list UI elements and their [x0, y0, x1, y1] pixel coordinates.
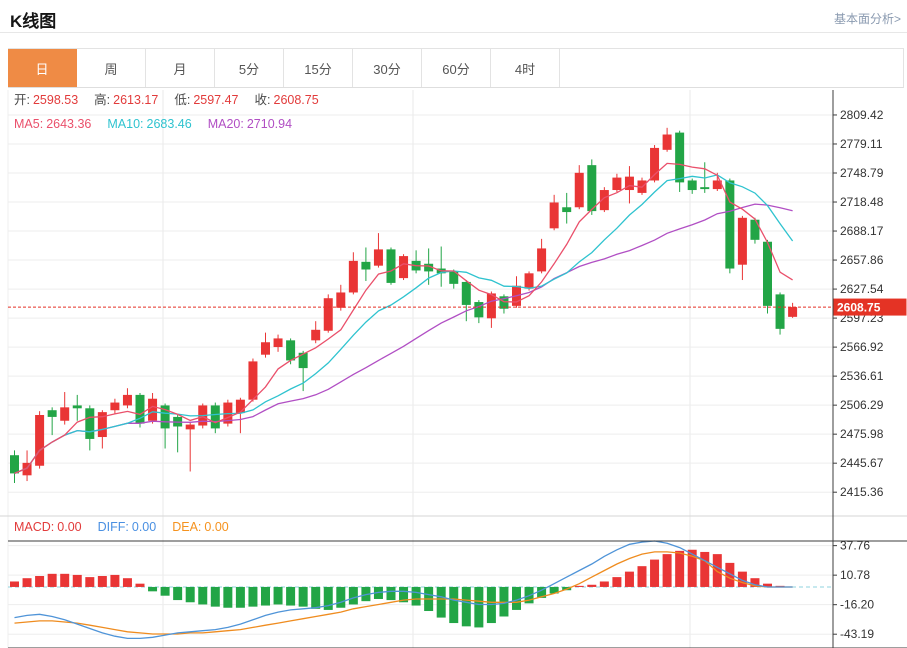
- y-axis-labels: 2809.42 2779.11 2748.79 2718.48 2688.17 2657.…: [833, 108, 884, 641]
- macd-2-value: 0.00: [204, 520, 229, 534]
- tab-周[interactable]: 周: [77, 49, 146, 87]
- period-tabbar: 日周月 5分 15分 30分 60分 4时: [8, 48, 904, 88]
- diff-line: [14, 540, 793, 640]
- tabbar-spacer: [560, 49, 903, 87]
- axis-label-2627.54: 2627.54: [840, 282, 884, 296]
- ma10-line: [14, 174, 794, 474]
- ma-2-value: 2710.94: [246, 117, 293, 131]
- ma-2-label: MA20:: [207, 117, 244, 131]
- ohlc-0: 开: 2598.53: [14, 93, 78, 108]
- axis-label-2779.11: 2779.11: [840, 137, 883, 151]
- macd-1: DIFF: 0.00: [98, 520, 157, 535]
- tab-月[interactable]: 月: [146, 49, 215, 87]
- axis-label-2688.17: 2688.17: [840, 224, 884, 238]
- tab-5分[interactable]: 5分: [215, 49, 284, 87]
- ohlc-1-label: 高:: [94, 93, 111, 107]
- ma-1-value: 2683.46: [146, 117, 192, 131]
- axis-label-10.78: 10.78: [840, 568, 870, 582]
- ma-info-row: MA5: 2643.36 MA10: 2683.46 MA20: 2710.94: [14, 117, 292, 132]
- dea-line: [14, 551, 793, 635]
- ohlc-1: 高: 2613.17: [94, 93, 158, 108]
- page-title: K线图: [10, 12, 57, 31]
- chart-frame: [0, 90, 907, 648]
- ma-0: MA5: 2643.36: [14, 117, 91, 132]
- axis-label-2536.61: 2536.61: [840, 369, 884, 383]
- tab-60分[interactable]: 60分: [422, 49, 491, 87]
- kline-chart-canvas[interactable]: 2809.42 2779.11 2748.79 2718.48 2688.17 2657.…: [0, 86, 907, 648]
- ma5-line: [14, 162, 793, 474]
- ohlc-0-label: 开:: [14, 93, 30, 107]
- tab-15分[interactable]: 15分: [284, 49, 353, 87]
- axis-label-37.76: 37.76: [840, 539, 870, 553]
- ma-1: MA10: 2683.46: [107, 117, 191, 132]
- ohlc-1-value: 2613.17: [113, 93, 159, 107]
- macd-2: DEA: 0.00: [172, 520, 229, 535]
- axis-label-2566.92: 2566.92: [840, 340, 884, 354]
- axis-label-2415.36: 2415.36: [840, 485, 884, 499]
- macd-2-label: DEA:: [172, 520, 202, 534]
- axis-label-2748.79: 2748.79: [840, 166, 884, 180]
- macd-histogram: [10, 549, 785, 628]
- ma-1-label: MA10:: [107, 117, 144, 131]
- current-price-tag: 2608.75: [833, 298, 907, 316]
- ohlc-2-label: 低:: [174, 93, 191, 107]
- ma-0-value: 2643.36: [46, 117, 92, 131]
- axis-label-2475.98: 2475.98: [840, 427, 884, 441]
- axis-label-2718.48: 2718.48: [840, 195, 884, 209]
- chart-gridlines: [7, 90, 833, 648]
- ohlc-3-value: 2608.75: [273, 93, 319, 107]
- ma-0-label: MA5:: [14, 117, 44, 131]
- macd-1-value: 0.00: [131, 520, 157, 534]
- ma20-line: [14, 203, 793, 474]
- header-divider: [0, 32, 907, 33]
- ohlc-3-label: 收:: [254, 93, 271, 107]
- tab-30分[interactable]: 30分: [353, 49, 422, 87]
- fundamental-analysis-link[interactable]: 基本面分析>: [833, 12, 901, 26]
- tab-日[interactable]: 日: [8, 49, 77, 87]
- axis-label-2809.42: 2809.42: [840, 108, 884, 122]
- ohlc-2: 低: 2597.47: [174, 93, 238, 108]
- macd-1-label: DIFF:: [97, 520, 129, 534]
- axis-label--16.20: -16.20: [840, 598, 874, 612]
- macd-0-value: 0.00: [57, 520, 82, 534]
- current-price-tag-value: 2608.75: [837, 301, 881, 315]
- ma-2: MA20: 2710.94: [208, 117, 292, 132]
- ohlc-info-row: 开: 2598.53 高: 2613.17 低: 2597.47 收: 2608.75: [14, 93, 319, 108]
- ohlc-2-value: 2597.47: [193, 93, 239, 107]
- ohlc-3: 收: 2608.75: [255, 93, 319, 108]
- macd-0-label: MACD:: [14, 520, 55, 534]
- axis-label-2657.86: 2657.86: [840, 253, 884, 267]
- macd-0: MACD: 0.00: [14, 520, 82, 535]
- macd-info-row: MACD: 0.00 DIFF: 0.00 DEA: 0.00: [14, 520, 229, 535]
- axis-label--43.19: -43.19: [840, 627, 874, 641]
- ohlc-0-value: 2598.53: [32, 93, 79, 107]
- axis-label-2445.67: 2445.67: [840, 456, 884, 470]
- candles: [10, 127, 798, 483]
- axis-label-2506.29: 2506.29: [840, 398, 884, 412]
- tab-4时[interactable]: 4时: [491, 49, 560, 87]
